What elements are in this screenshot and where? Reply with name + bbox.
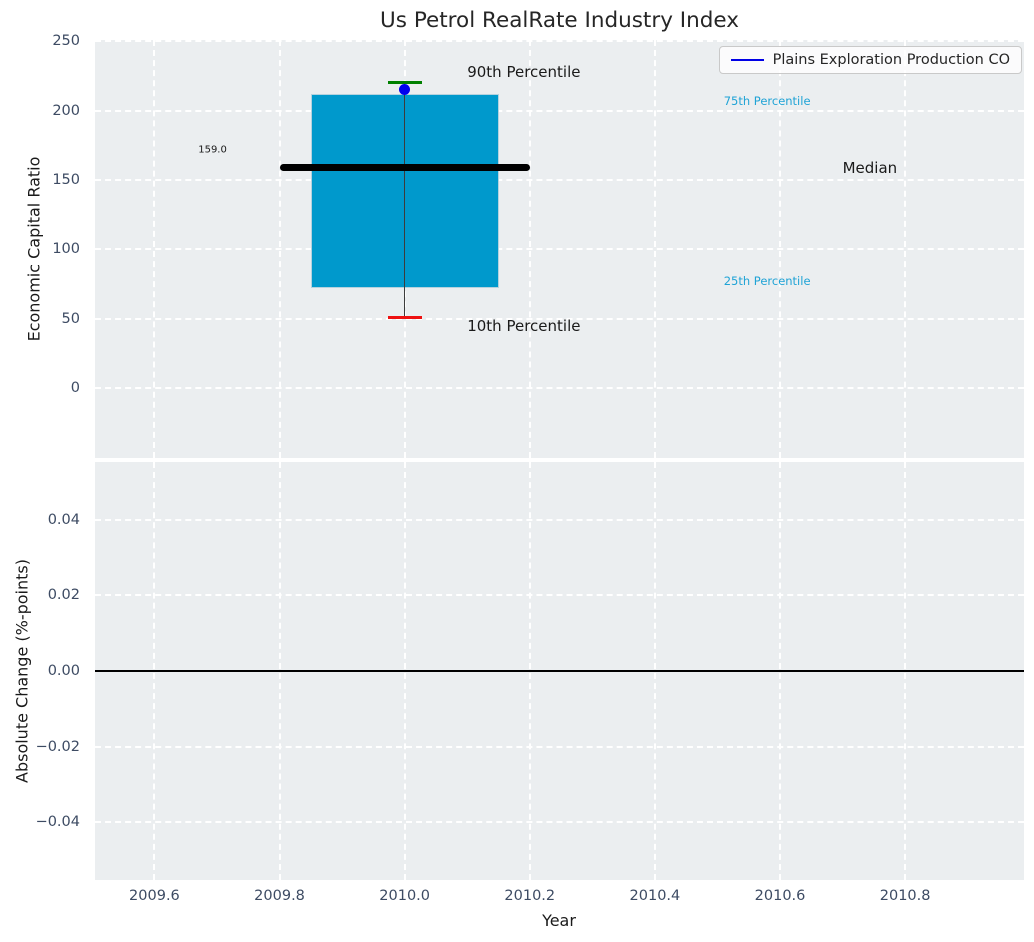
y-gridline <box>95 317 1024 320</box>
x-tick-label: 2010.0 <box>379 888 431 904</box>
annotation: 159.0 <box>198 144 227 156</box>
bottom-axes-absolute-change <box>95 462 1024 880</box>
chart-title: Us Petrol RealRate Industry Index <box>380 8 739 33</box>
y-gridline <box>95 745 1024 748</box>
y-tick-label: 0.04 <box>47 511 80 528</box>
y-gridline <box>95 109 1024 112</box>
x-tick-label: 2009.6 <box>129 888 180 904</box>
y-tick-label: 50 <box>61 310 80 327</box>
y-gridline <box>95 40 1024 43</box>
x-tick-label: 2009.8 <box>254 888 305 904</box>
legend: Plains Exploration Production CO <box>718 46 1022 74</box>
x-tick-label: 2010.6 <box>754 888 806 904</box>
y-gridline <box>95 821 1024 824</box>
top-axes-economic-capital-ratio: Plains Exploration Production CO 90th Pe… <box>95 40 1024 458</box>
y-tick-label: 200 <box>52 102 80 119</box>
y-tick-label: 250 <box>52 33 80 50</box>
p10-cap <box>387 315 422 319</box>
annotation: Median <box>842 158 898 177</box>
y-tick-label: 0.02 <box>47 587 80 604</box>
whisker-line <box>404 82 406 318</box>
x-axis-label: Year <box>542 911 576 930</box>
zero-line <box>95 670 1024 672</box>
y-tick-label: 0.00 <box>47 663 80 679</box>
annotation: 90th Percentile <box>467 62 581 81</box>
p90-cap <box>387 81 422 85</box>
y-tick-label: −0.02 <box>35 738 80 755</box>
annotation: 25th Percentile <box>723 274 811 289</box>
x-tick-label: 2010.8 <box>879 888 931 904</box>
y-gridline <box>95 594 1024 597</box>
y-tick-label: −0.04 <box>35 814 80 831</box>
y-gridline <box>95 518 1024 521</box>
y-tick-label: 150 <box>52 172 80 189</box>
y-gridline <box>95 179 1024 182</box>
annotation: 75th Percentile <box>723 94 811 108</box>
x-tick-label: 2010.4 <box>629 888 681 904</box>
legend-label: Plains Exploration Production CO <box>772 52 1010 68</box>
median-line <box>279 164 530 172</box>
y-gridline <box>95 248 1024 251</box>
y-gridline <box>95 386 1024 389</box>
legend-line-sample <box>730 59 764 61</box>
x-tick-label: 2010.2 <box>504 888 556 904</box>
company-dot <box>399 84 411 96</box>
y-tick-label: 0 <box>70 379 80 396</box>
annotation: 10th Percentile <box>467 316 581 335</box>
y-tick-label: 100 <box>52 241 80 258</box>
